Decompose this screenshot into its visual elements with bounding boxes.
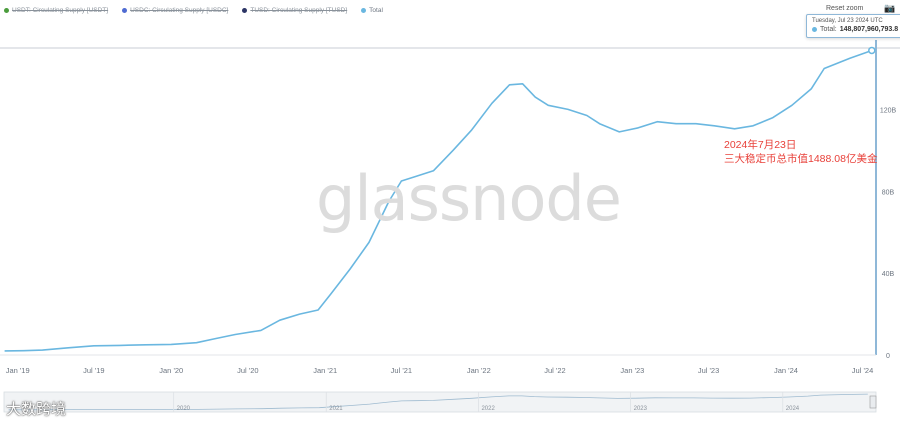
- legend-usdt-label: USDT: Circulating Supply [USDT]: [12, 6, 109, 14]
- legend-total-marker: [361, 7, 367, 13]
- legend-tusd-marker: [242, 7, 248, 13]
- navigator-series-line: [8, 393, 868, 411]
- tooltip-series-marker: [812, 27, 817, 32]
- y-tick-label: 120B: [880, 107, 897, 114]
- x-tick-label: Jul '19: [83, 366, 104, 375]
- navigator-label: 2024: [786, 406, 800, 412]
- x-tick-label: Jan '24: [774, 366, 798, 375]
- x-tick-label: Jul '24: [852, 366, 873, 375]
- y-tick-label: 0: [886, 353, 890, 360]
- reset-zoom-button[interactable]: Reset zoom: [826, 5, 864, 12]
- x-tick-label: Jan '20: [159, 366, 183, 375]
- tooltip-date: Tuesday, Jul 23 2024 UTC: [812, 18, 883, 24]
- x-tick-label: Jul '20: [237, 366, 258, 375]
- navigator-track: [3, 391, 877, 413]
- navigator-label: 2022: [481, 406, 495, 412]
- navigator-label: 2021: [329, 406, 343, 412]
- y-tick-label: 40B: [882, 271, 895, 278]
- x-tick-label: Jan '19: [6, 366, 30, 375]
- tooltip-series-label: Total:: [820, 26, 837, 33]
- series-layer: [4, 46, 876, 352]
- y-axis: 0 40B 80B 120B: [880, 107, 897, 360]
- tooltip-value: 148,807,960,793.8: [839, 26, 899, 33]
- brand-watermark: 大数跨境: [6, 401, 67, 418]
- legend-item-usdt[interactable]: USDT: Circulating Supply [USDT]: [4, 7, 108, 14]
- x-tick-label: Jul '22: [544, 366, 565, 375]
- tooltip-row: Total: 148,807,960,793.8: [812, 26, 900, 33]
- legend-usdt-marker: [4, 7, 9, 13]
- x-tick-label: Jan '21: [313, 366, 337, 375]
- navigator-label: 2023: [634, 406, 648, 412]
- hover-marker: [868, 46, 876, 55]
- legend-usdc-label: USDC: Circulating Supply [USDC]: [130, 6, 229, 14]
- series-line-total: [4, 49, 873, 352]
- grid-lines: [0, 40, 900, 356]
- legend-tusd-label: TUSD: Circulating Supply [TUSD]: [250, 6, 348, 14]
- navigator-label: 2020: [177, 406, 191, 412]
- y-tick-label: 80B: [882, 189, 895, 196]
- navigator: 2020 2021 2022 2023 2024: [3, 391, 877, 413]
- x-tick-label: Jul '21: [391, 366, 412, 375]
- legend-item-tusd[interactable]: TUSD: Circulating Supply [TUSD]: [242, 7, 347, 14]
- annotation-date: 2024年7月23日: [724, 139, 797, 151]
- x-tick-label: Jul '23: [698, 366, 719, 375]
- annotation-value: 三大稳定币总市值1488.08亿美金: [724, 153, 878, 165]
- legend-item-usdc[interactable]: USDC: Circulating Supply [USDC]: [122, 7, 228, 14]
- x-axis: Jan '19 Jul '19 Jan '20 Jul '20 Jan '21 Jul '…: [6, 366, 874, 375]
- legend-usdc-marker: [122, 7, 128, 13]
- legend-item-total[interactable]: Total: [361, 7, 383, 14]
- legend-total-label: Total: [369, 6, 383, 14]
- hover-tooltip: Tuesday, Jul 23 2024 UTC Total: 148,807,…: [806, 14, 900, 38]
- glassnode-watermark: glassnode: [316, 162, 622, 235]
- x-tick-label: Jan '22: [467, 366, 491, 375]
- x-tick-label: Jan '23: [620, 366, 644, 375]
- camera-icon[interactable]: 📷: [884, 3, 896, 13]
- chart-legend: USDT: Circulating Supply [USDT] USDC: Ci…: [4, 3, 383, 17]
- annotation-text: 2024年7月23日 三大稳定币总市值1488.08亿美金: [724, 138, 877, 166]
- navigator-handle: [869, 395, 877, 409]
